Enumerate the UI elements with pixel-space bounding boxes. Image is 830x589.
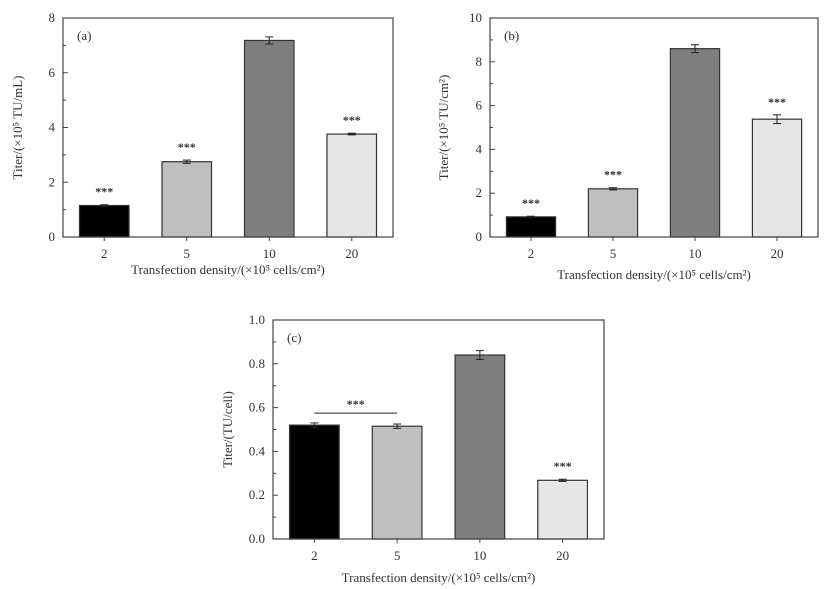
bar-20 [537, 479, 589, 540]
y-tick-label: 0.0 [249, 531, 265, 546]
y-tick-label: 4 [49, 120, 56, 135]
panel-label: (a) [77, 28, 91, 43]
significance-label: *** [554, 459, 572, 473]
significance-label: *** [768, 95, 786, 109]
x-tick-label: 5 [610, 246, 617, 261]
x-tick-label: 20 [771, 246, 784, 261]
y-tick-label: 2 [476, 185, 483, 200]
y-tick-label: 0.6 [249, 400, 266, 415]
bar-5 [161, 161, 213, 238]
x-tick-label: 20 [556, 548, 569, 563]
x-axis-label: Transfection density/(×10⁵ cells/cm²) [342, 570, 536, 585]
plot-frame [272, 319, 605, 540]
significance-label: *** [604, 168, 622, 182]
bar-5 [587, 188, 639, 238]
y-tick-label: 0.2 [249, 487, 265, 502]
y-tick-label: 8 [476, 54, 483, 69]
x-tick-label: 5 [184, 246, 191, 261]
significance-label: *** [343, 113, 361, 127]
x-tick-label: 5 [394, 548, 401, 563]
y-tick-label: 0 [49, 229, 56, 244]
significance-label: *** [95, 185, 113, 199]
x-tick-label: 10 [689, 246, 702, 261]
y-tick-label: 1.0 [249, 312, 265, 327]
y-axis-label: Titer/(×10⁵ TU/cm²) [436, 75, 451, 181]
bar-2 [288, 424, 340, 540]
x-axis-label: Transfection density/(×10⁵ cells/cm²) [131, 262, 325, 277]
panel-label: (b) [504, 28, 519, 43]
y-axis-label: Titer/(×10⁵ TU/mL) [10, 76, 25, 180]
x-tick-label: 20 [345, 246, 358, 261]
y-tick-label: 0 [476, 229, 483, 244]
x-tick-label: 2 [101, 246, 108, 261]
bar-20 [326, 133, 378, 238]
chart-panel-c: 0.0 0.2 0.4 0.6 0.8 1.0 2 5 10 *** 20 *** (c) Transfe… [220, 312, 605, 585]
y-axis-label: Titer/(TU/cell) [220, 391, 235, 468]
y-tick-label: 0.8 [249, 356, 265, 371]
x-axis-label: Transfection density/(×10⁵ cells/cm²) [557, 267, 751, 282]
panel-label: (c) [287, 330, 301, 345]
significance-label: *** [347, 397, 365, 411]
x-tick-label: 2 [528, 246, 535, 261]
bar-20 [751, 118, 803, 238]
y-tick-label: 0.4 [249, 443, 266, 458]
chart-panel-a: 0 2 4 6 8 *** 2 *** 5 10 *** 20 (a) Transfection dens… [10, 10, 394, 277]
plot-frame [489, 17, 819, 238]
bar-10 [669, 48, 721, 238]
bar-10 [243, 39, 295, 238]
y-tick-label: 2 [49, 174, 56, 189]
bar-5 [371, 425, 423, 540]
bar-2 [505, 216, 557, 238]
y-tick-label: 4 [476, 141, 483, 156]
y-tick-label: 6 [476, 98, 483, 113]
x-tick-label: 2 [311, 548, 318, 563]
bar-10 [454, 354, 506, 540]
bar-2 [78, 204, 130, 238]
chart-panel-b: 0 2 4 6 8 10 *** 2 *** 5 10 *** 20 (b) Transfection de… [436, 10, 819, 282]
significance-label: *** [522, 196, 540, 210]
y-tick-label: 10 [469, 10, 482, 25]
y-tick-label: 6 [49, 65, 56, 80]
significance-label: *** [178, 140, 196, 154]
y-tick-label: 8 [49, 10, 56, 25]
x-tick-label: 10 [473, 548, 486, 563]
plot-frame [62, 17, 394, 238]
x-tick-label: 10 [263, 246, 276, 261]
